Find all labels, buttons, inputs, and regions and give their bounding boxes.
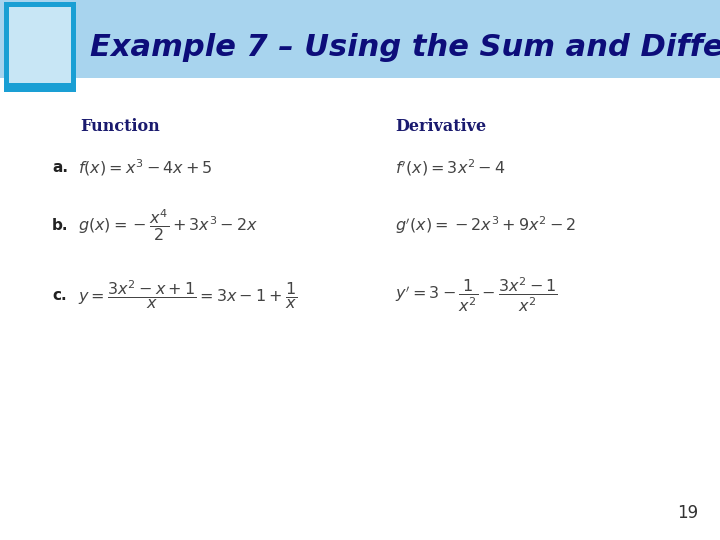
Text: a.: a. xyxy=(52,160,68,176)
Text: Example 7 – Using the Sum and Difference Rules: Example 7 – Using the Sum and Difference… xyxy=(90,33,720,63)
Text: Function: Function xyxy=(80,118,160,135)
Text: b.: b. xyxy=(52,218,68,233)
Text: Derivative: Derivative xyxy=(395,118,486,135)
Bar xyxy=(4,2,76,92)
Text: 19: 19 xyxy=(677,504,698,522)
Text: $y' = 3 - \dfrac{1}{x^2} - \dfrac{3x^2-1}{x^2}$: $y' = 3 - \dfrac{1}{x^2} - \dfrac{3x^2-1… xyxy=(395,276,558,314)
Text: $g(x) = -\dfrac{x^4}{2} + 3x^3 - 2x$: $g(x) = -\dfrac{x^4}{2} + 3x^3 - 2x$ xyxy=(78,207,258,243)
Text: c.: c. xyxy=(52,287,67,302)
Text: $f(x) = x^3 - 4x + 5$: $f(x) = x^3 - 4x + 5$ xyxy=(78,158,212,178)
Bar xyxy=(9,7,71,83)
Text: $y = \dfrac{3x^2 - x + 1}{x} = 3x - 1 + \dfrac{1}{x}$: $y = \dfrac{3x^2 - x + 1}{x} = 3x - 1 + … xyxy=(78,279,297,312)
Text: $g'(x) = -2x^3 + 9x^2 - 2$: $g'(x) = -2x^3 + 9x^2 - 2$ xyxy=(395,214,576,236)
Bar xyxy=(0,0,720,78)
Text: $f'(x) = 3x^2 - 4$: $f'(x) = 3x^2 - 4$ xyxy=(395,158,505,178)
